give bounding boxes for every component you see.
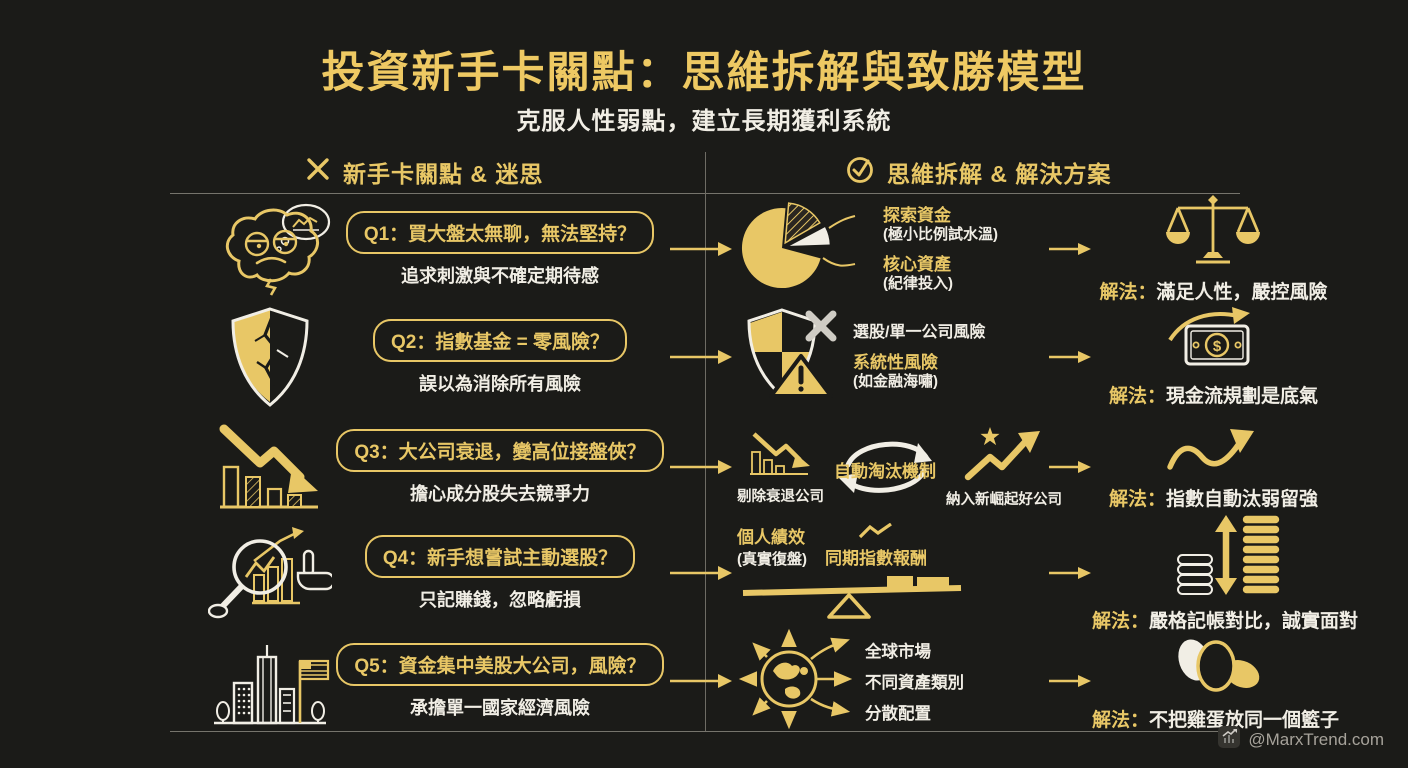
banknote-arrow-icon: $ <box>1162 306 1266 377</box>
bored-brain-icon <box>205 199 335 299</box>
solution-text-q3: 解法：指數自動汰弱留強 <box>1108 489 1319 510</box>
myth-text-q2: 誤以為消除所有風險 <box>419 373 581 394</box>
seesaw-balance-icon <box>737 571 1037 624</box>
solution-text-q2: 解法：現金流規劃是底氣 <box>1108 386 1319 407</box>
question-box-q5: Q5：資金集中美股大公司，風險？ <box>336 642 664 686</box>
eggs-icon <box>1162 630 1270 701</box>
shield-warning-icon <box>737 306 845 409</box>
zigzag-icon <box>858 522 894 544</box>
mid-label-single-stock-risk: 選股/單一公司風險 <box>853 323 986 341</box>
column-header-right-label: 思維拆解 & 解決方案 <box>887 161 1112 187</box>
cracked-shield-icon <box>205 305 335 409</box>
mid-label-asset-classes: 不同資產類別 <box>865 674 964 692</box>
pie-chart-icon <box>737 198 875 301</box>
myth-text-q4: 只記賺錢，忽略虧損 <box>419 589 581 610</box>
myth-text-q5: 承擔單一國家經濟風險 <box>410 697 590 718</box>
mid-note-systemic-risk: (如金融海嘯) <box>853 372 938 390</box>
myth-text-q1: 追求刺激與不確定期待感 <box>401 265 599 286</box>
x-mark-icon <box>305 156 331 188</box>
solution-text-q1: 解法：滿足人性，嚴控風險 <box>1099 282 1328 303</box>
mid-label-explore-fund: 探索資金 <box>883 205 951 225</box>
mid-label-global-markets: 全球市場 <box>865 643 931 661</box>
solution-text-q5: 解法：不把雞蛋放同一個籃子 <box>1092 710 1340 731</box>
mid-label-diversified: 分散配置 <box>865 705 931 723</box>
magnifier-stock-icon <box>205 525 335 621</box>
mid-label-index-return: 同期指數報酬 <box>825 548 927 568</box>
column-header-solutions: 思維拆解 & 解決方案 <box>845 152 1111 192</box>
wavy-up-arrow-icon <box>1166 423 1262 480</box>
footer-divider-line <box>170 731 1240 732</box>
arrow-right-icon <box>1047 673 1092 689</box>
star-rising-arrow-icon <box>964 425 1044 486</box>
renewal-cycle-icon <box>826 431 944 504</box>
column-header-left-label: 新手卡關點 & 迷思 <box>343 161 544 187</box>
center-divider-line <box>705 152 706 731</box>
small-declining-chart-icon <box>748 428 814 483</box>
mid-label-auto-replace: 自動淘汰機制 <box>834 461 936 481</box>
mid-note-explore-fund: (極小比例試水溫) <box>883 225 998 243</box>
watermark: @MarxTrend.com <box>1218 726 1384 753</box>
arrow-right-icon <box>665 458 737 476</box>
mid-label-add-rising: 納入新崛起好公司 <box>946 492 1062 508</box>
page-title: 投資新手卡關點：思維拆解與致勝模型 <box>321 49 1087 97</box>
svg-text:$: $ <box>1212 338 1221 355</box>
arrow-right-icon <box>1047 241 1092 257</box>
page-subtitle: 克服人性弱點，建立長期獲利系統 <box>516 108 892 135</box>
mid-note-core-asset: (紀律投入) <box>883 274 953 292</box>
mid-label-remove-declining: 剔除衰退公司 <box>737 489 824 505</box>
question-box-q1: Q1：買大盤太無聊，無法堅持？ <box>345 210 655 254</box>
mid-label-systemic-risk: 系統性風險 <box>853 352 938 372</box>
arrow-right-icon <box>1047 349 1092 365</box>
arrow-right-icon <box>665 564 737 582</box>
row-q5: Q5：資金集中美股大公司，風險？ 承擔單一國家經濟風險 <box>205 628 1345 734</box>
row-q1: Q1：買大盤太無聊，無法堅持？ 追求刺激與不確定期待感 探索資金 <box>205 194 1345 303</box>
arrow-right-icon <box>665 240 737 258</box>
coin-stacks-icon <box>1164 513 1286 602</box>
arrow-right-icon <box>1047 459 1092 475</box>
trend-chart-icon <box>1218 726 1241 753</box>
arrow-right-icon <box>665 672 737 690</box>
declining-bars-icon <box>205 421 335 513</box>
question-box-q2: Q2：指數基金 = 零風險？ <box>373 318 627 362</box>
column-header-myths: 新手卡關點 & 迷思 <box>305 152 543 192</box>
row-q4: Q4：新手想嘗試主動選股？ 只記賺錢，忽略虧損 個人績效 (真實復盤) 同期指數… <box>205 514 1358 632</box>
row-q2: Q2：指數基金 = 零風險？ 誤以為消除所有風險 選股/單一公司 <box>205 304 1345 410</box>
mid-note-personal-performance: (真實復盤) <box>737 550 807 568</box>
watermark-text: @MarxTrend.com <box>1248 729 1384 749</box>
solution-text-q4: 解法：嚴格記帳對比，誠實面對 <box>1092 611 1359 632</box>
row-q3: Q3：大公司衰退，變高位接盤俠？ 擔心成分股失去競爭力 剔除衰退公司 <box>205 414 1345 520</box>
us-city-flag-icon <box>205 633 335 729</box>
arrow-right-icon <box>665 348 737 366</box>
balance-scale-icon <box>1165 194 1262 273</box>
arrow-right-icon <box>1047 565 1092 581</box>
question-box-q4: Q4：新手想嘗試主動選股？ <box>364 534 636 578</box>
globe-arrows-icon <box>737 627 857 736</box>
mid-label-core-asset: 核心資產 <box>883 254 951 274</box>
mid-label-personal-performance: 個人績效 <box>737 527 805 547</box>
myth-text-q3: 擔心成分股失去競爭力 <box>410 483 590 504</box>
check-circle-icon <box>845 154 875 190</box>
question-box-q3: Q3：大公司衰退，變高位接盤俠？ <box>336 428 664 472</box>
